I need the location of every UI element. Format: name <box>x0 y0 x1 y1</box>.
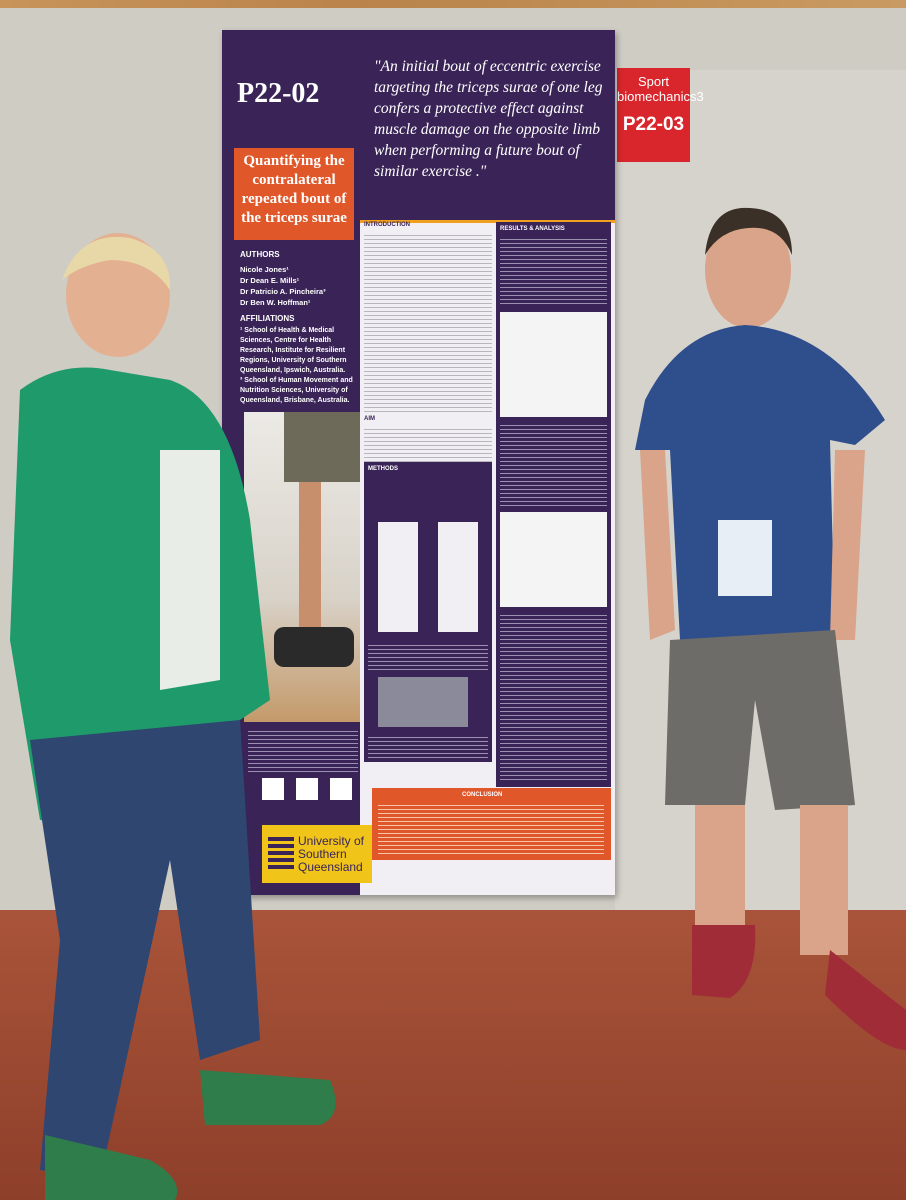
aim-text <box>364 426 492 462</box>
logo-mark <box>268 837 294 871</box>
photo-shorts <box>284 412 360 482</box>
section-heading: INTRODUCTION <box>364 222 410 228</box>
methods-text <box>368 734 488 758</box>
session-sign: Sport biomechanics3 P22-03 <box>617 68 704 162</box>
affiliations-list: ¹ School of Health & Medical Sciences, C… <box>240 326 358 406</box>
leg <box>800 805 848 955</box>
university-name: University of Southern Queensland <box>298 834 365 874</box>
methods-chart <box>378 522 418 632</box>
badge <box>718 520 772 596</box>
shorts <box>665 630 855 810</box>
carpet <box>0 910 906 1200</box>
conclusion-text <box>378 802 604 854</box>
shoe <box>825 950 906 1050</box>
quote-box: "An initial bout of eccentric exercise t… <box>360 30 615 223</box>
qr-codes <box>262 778 352 800</box>
section-heading: RESULTS & ANALYSIS <box>500 226 565 232</box>
sign-code: P22-03 <box>622 114 685 135</box>
results-column: RESULTS & ANALYSIS <box>496 222 611 787</box>
face <box>705 212 791 328</box>
results-text <box>500 612 607 782</box>
person-left <box>10 233 336 1200</box>
results-text <box>500 236 607 306</box>
section-heading: AIM <box>364 416 375 422</box>
leg <box>695 805 745 935</box>
jeans <box>30 720 260 1180</box>
author: Dr Ben W. Hoffman¹ <box>240 298 311 307</box>
author: Dr Dean E. Mills¹ <box>240 276 300 285</box>
section-heading: CONCLUSION <box>462 792 503 798</box>
author: Nicole Jones¹ <box>240 265 289 274</box>
poster-code: P22-02 <box>237 78 320 109</box>
shoe <box>45 1135 178 1200</box>
hair <box>62 236 171 290</box>
photo-shoe <box>274 627 354 667</box>
sign-label: Sport biomechanics3 <box>617 74 704 104</box>
results-figure <box>500 312 607 417</box>
methods-photo <box>378 677 468 727</box>
photo-leg <box>299 482 321 632</box>
poster-quote: "An initial bout of eccentric exercise t… <box>374 58 603 180</box>
arm <box>830 450 865 640</box>
authors-heading: AUTHORS <box>240 250 280 259</box>
shirt <box>160 450 220 690</box>
arm <box>640 450 675 640</box>
shoe <box>200 1070 336 1125</box>
section-heading: METHODS <box>368 466 398 472</box>
affiliations-heading: AFFILIATIONS <box>240 314 295 323</box>
intro-text <box>364 232 492 412</box>
affiliation: ³ School of Human Movement and Nutrition… <box>240 377 353 404</box>
methods-text <box>368 642 488 672</box>
poster-title: Quantifying the contralateral repeated b… <box>234 148 354 240</box>
shirt <box>635 325 885 640</box>
methods-chart <box>438 522 478 632</box>
university-logo: University of Southern Queensland <box>262 825 372 883</box>
reference-text <box>248 728 358 773</box>
methods-box: METHODS <box>364 462 492 762</box>
poster: P22-02 Quantifying the contralateral rep… <box>222 30 615 895</box>
person-right <box>635 207 906 1050</box>
authors-list: Nicole Jones¹ Dr Dean E. Mills¹ Dr Patri… <box>240 264 358 308</box>
affiliation: ¹ School of Health & Medical Sciences, C… <box>240 327 347 374</box>
shoe <box>692 925 756 998</box>
results-figure <box>500 512 607 607</box>
poster-photo <box>244 412 360 722</box>
results-text <box>500 422 607 507</box>
conclusion-box: CONCLUSION <box>372 788 611 860</box>
author: Dr Patricio A. Pincheira³ <box>240 287 326 296</box>
hair <box>705 207 792 255</box>
